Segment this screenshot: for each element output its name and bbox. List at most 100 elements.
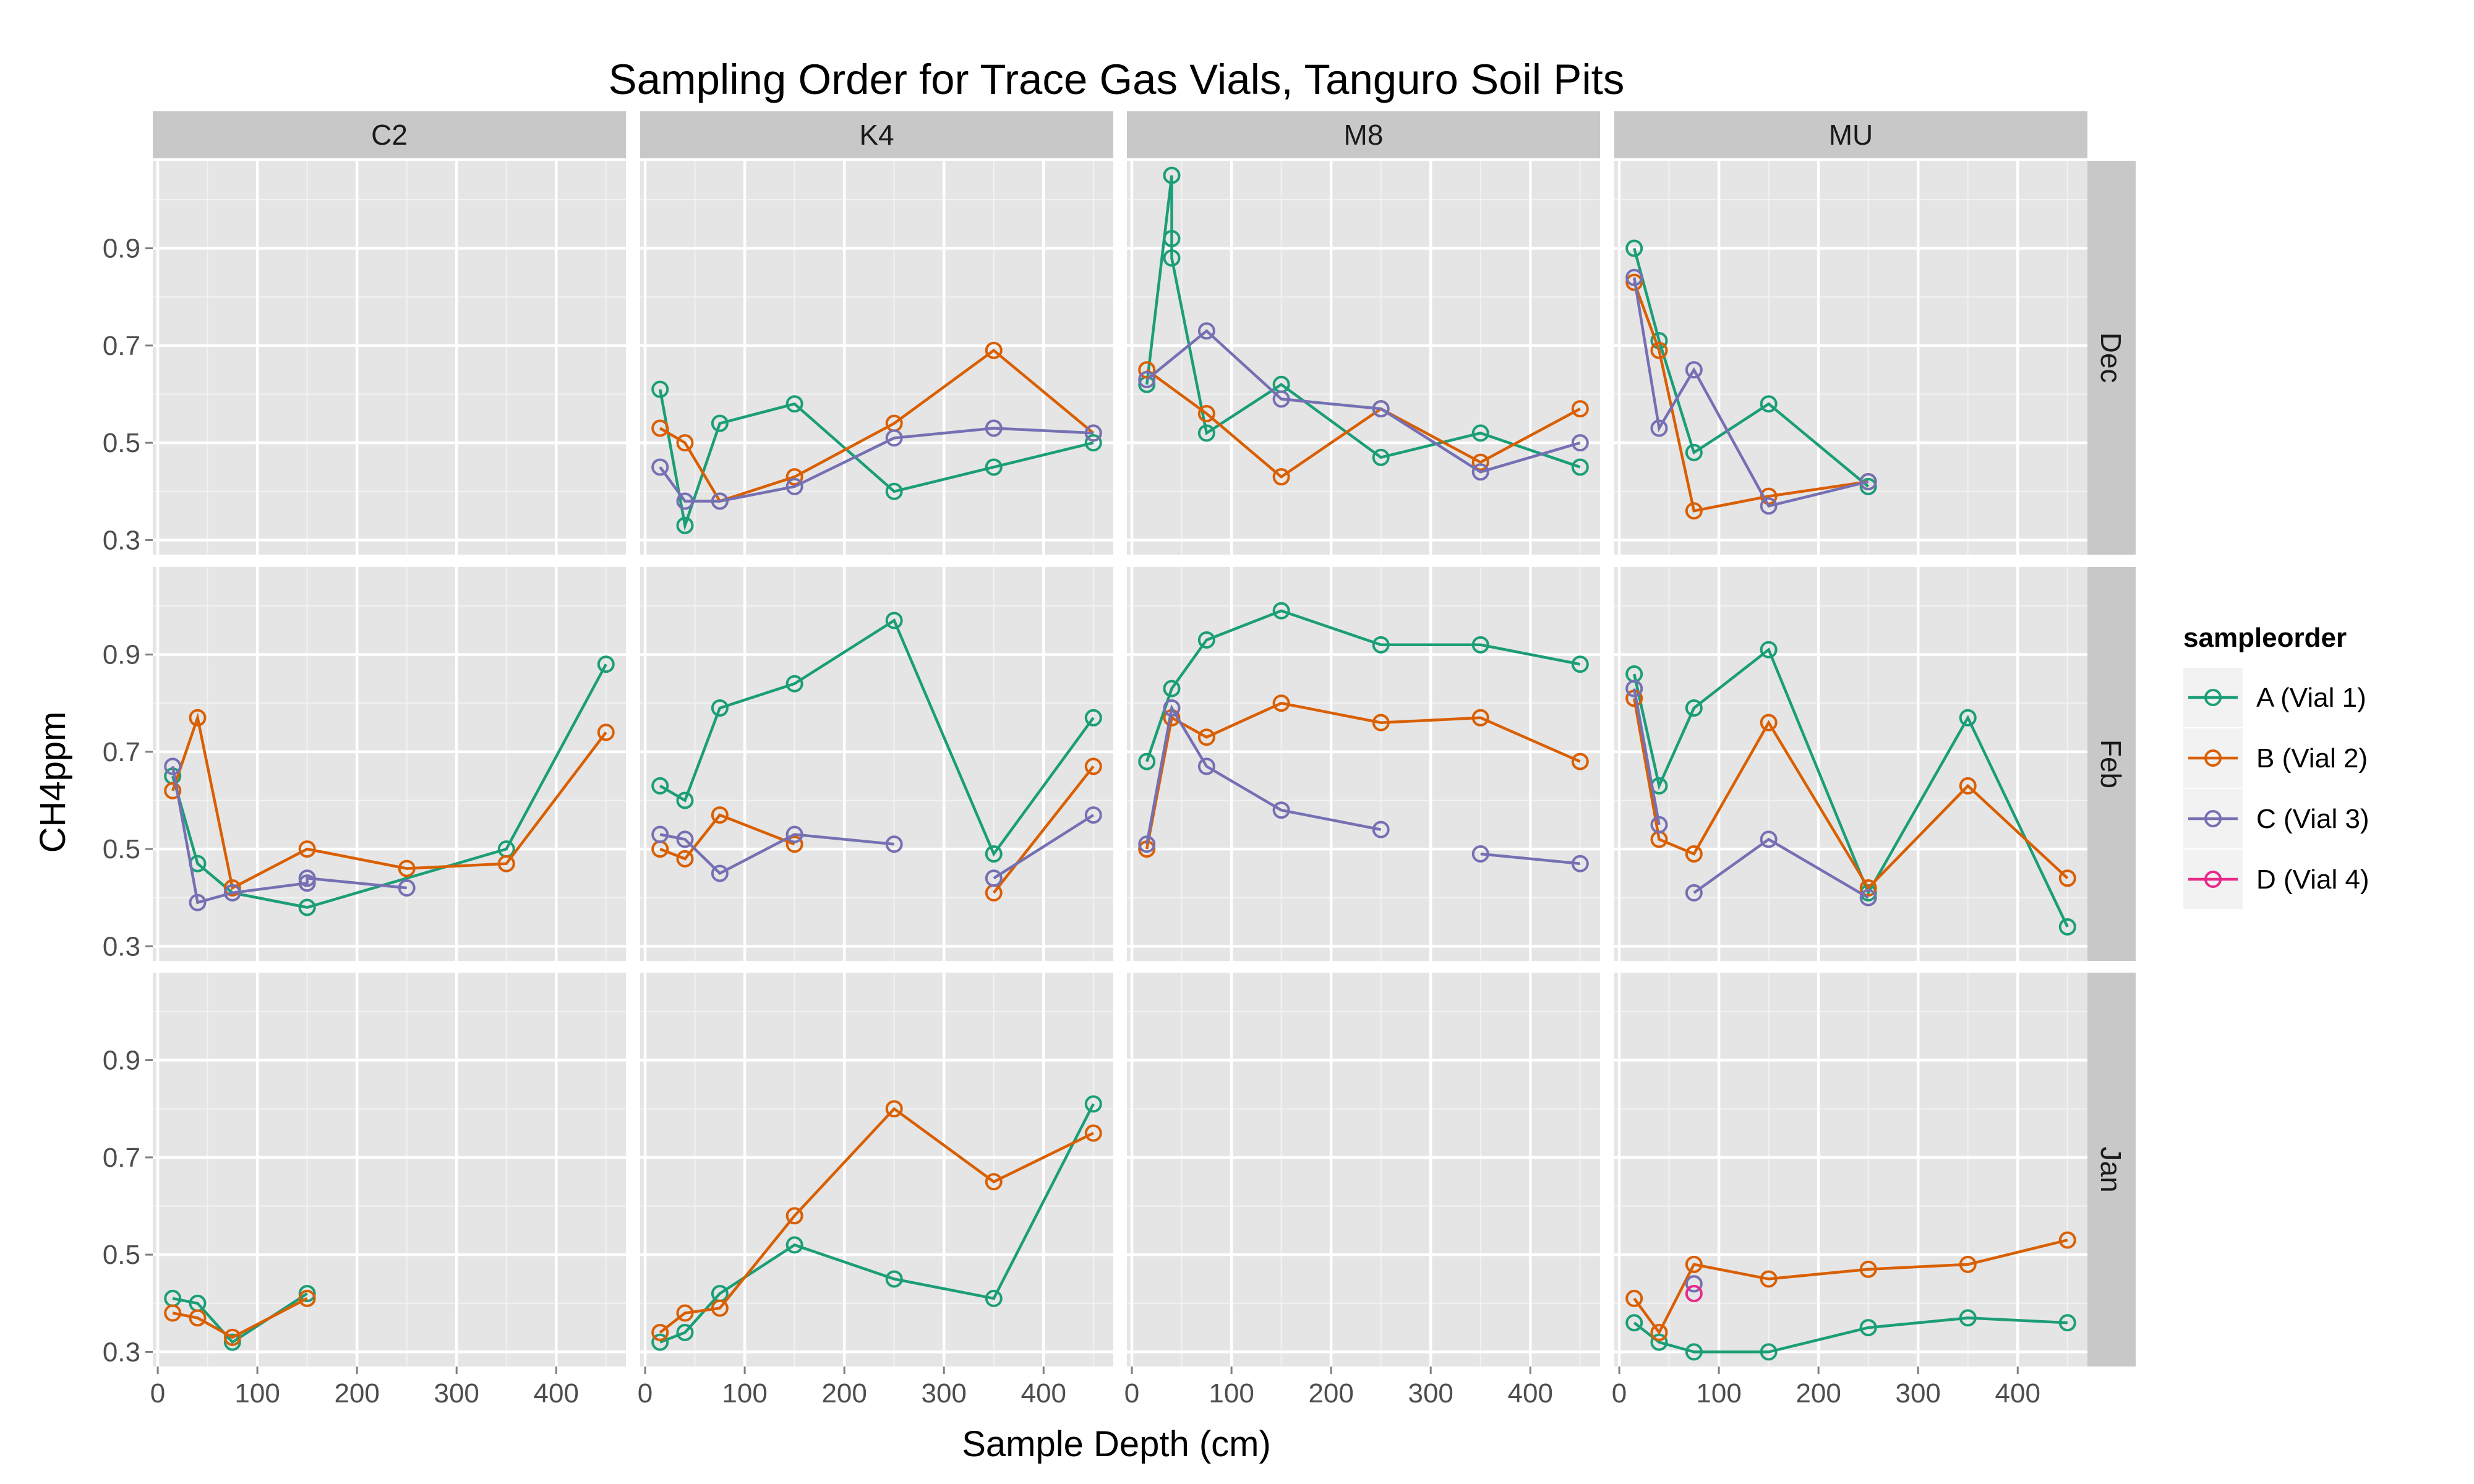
data-point-B	[164, 1304, 182, 1322]
series-line-C	[1145, 329, 1581, 474]
data-point-B	[885, 1100, 903, 1118]
data-point-A	[1197, 631, 1215, 649]
data-point-A	[1685, 1343, 1703, 1361]
series-line-B	[1632, 697, 2069, 890]
data-point-A	[1859, 477, 1877, 495]
data-point-C	[651, 825, 669, 843]
data-point-A	[676, 791, 694, 809]
data-point-A	[1471, 424, 1489, 442]
x-tick-label: 300	[1408, 1378, 1453, 1409]
data-point-C	[1650, 816, 1668, 834]
data-point-C	[1138, 370, 1156, 388]
data-point-A	[1084, 1095, 1102, 1113]
data-point-B	[1650, 341, 1668, 359]
row-strip-Feb	[2086, 567, 2136, 961]
data-point-C	[1650, 419, 1668, 437]
y-tick-label: 0.3	[103, 931, 140, 962]
data-point-A	[1760, 641, 1778, 659]
y-tick-label: 0.7	[103, 1143, 140, 1173]
data-point-A	[651, 1333, 669, 1351]
data-point-A	[1163, 229, 1181, 247]
data-point-A	[1471, 636, 1489, 654]
data-point-C	[1084, 806, 1102, 824]
x-tick-label: 100	[1696, 1378, 1741, 1409]
data-point-A	[1760, 1343, 1778, 1361]
data-point-B	[711, 1299, 729, 1317]
data-point-A	[2058, 1314, 2076, 1332]
legend-marker-B	[2204, 749, 2222, 767]
strip-K4	[640, 111, 1113, 158]
chart-title: Sampling Order for Trace Gas Vials, Tang…	[609, 56, 1625, 103]
series-line-A	[1145, 175, 1581, 469]
data-point-B	[676, 1304, 694, 1322]
data-point-B	[785, 1207, 803, 1225]
data-point-B	[1625, 273, 1643, 291]
data-point-C	[1471, 463, 1489, 481]
data-point-A	[597, 655, 615, 673]
data-point-B	[298, 1289, 316, 1307]
data-point-C	[885, 835, 903, 853]
data-point-B	[597, 723, 615, 741]
series-line-B	[659, 1107, 1094, 1334]
legend-label-D: D (Vial 4)	[2256, 864, 2369, 895]
data-point-A	[1959, 1309, 1977, 1327]
data-point-C	[1163, 699, 1181, 717]
panel-C2-Jan: 0.3 0.5 0.7 0.9 0 100 200 300 400	[103, 973, 626, 1409]
data-point-C	[985, 869, 1003, 887]
panel-K4-Dec	[640, 161, 1113, 555]
series-line-C	[171, 765, 407, 905]
data-point-B	[1084, 757, 1102, 775]
data-point-C	[785, 477, 803, 495]
data-point-A	[1372, 448, 1390, 466]
data-point-B	[676, 434, 694, 452]
data-point-A	[1163, 680, 1181, 697]
panel-background	[1127, 161, 1600, 555]
x-tick-label: 200	[1308, 1378, 1353, 1409]
series-line-B	[1145, 369, 1581, 479]
legend-label-A: A (Vial 1)	[2256, 683, 2366, 713]
row-strip-label-Dec: Dec	[2095, 333, 2127, 383]
data-point-C	[1372, 400, 1390, 418]
data-point-C	[1760, 830, 1778, 848]
panel-MU-Dec	[1614, 161, 2087, 555]
y-tick-label: 0.3	[103, 1337, 140, 1367]
data-point-B	[1571, 400, 1589, 418]
panel-M8-Feb	[1127, 567, 1600, 961]
row-strip-label-Feb: Feb	[2095, 740, 2127, 788]
data-point-A	[1625, 1314, 1643, 1332]
data-point-A	[298, 898, 316, 916]
x-tick-label: 100	[1209, 1378, 1254, 1409]
row-strip-Dec	[2086, 161, 2136, 555]
data-point-B	[1685, 1255, 1703, 1273]
data-point-B	[1571, 753, 1589, 770]
data-point-A	[1163, 166, 1181, 184]
x-tick-label: 300	[1895, 1378, 1940, 1409]
panel-background	[153, 161, 626, 555]
data-point-B	[1138, 361, 1156, 379]
x-tick-label: 400	[1021, 1378, 1066, 1409]
facet-panels: C2 K4 M8 MUDecFebJan0.30.50.70.90.30.50.70.…	[103, 111, 2136, 1409]
y-tick-label: 0.7	[103, 737, 140, 767]
x-tick-label: 0	[1612, 1378, 1627, 1409]
data-point-B	[1471, 709, 1489, 727]
data-point-C	[1571, 855, 1589, 872]
x-tick-label: 300	[921, 1378, 966, 1409]
legend-label-B: B (Vial 2)	[2256, 743, 2368, 774]
legend-label-C: C (Vial 3)	[2256, 804, 2369, 834]
data-point-B	[651, 1323, 669, 1341]
data-point-A	[1625, 239, 1643, 257]
data-point-C	[785, 825, 803, 843]
data-point-C	[164, 757, 182, 775]
series-line-B	[172, 1297, 308, 1339]
series-line-A	[1633, 1316, 2068, 1354]
data-point-C	[1571, 434, 1589, 452]
data-point-B	[1760, 1270, 1778, 1288]
series-line-B	[659, 813, 795, 861]
data-point-C	[676, 492, 694, 510]
data-point-A	[785, 675, 803, 693]
data-point-A	[885, 1270, 903, 1288]
x-tick-label: 300	[434, 1378, 479, 1409]
data-point-C	[1625, 268, 1643, 286]
data-point-B	[189, 709, 207, 727]
